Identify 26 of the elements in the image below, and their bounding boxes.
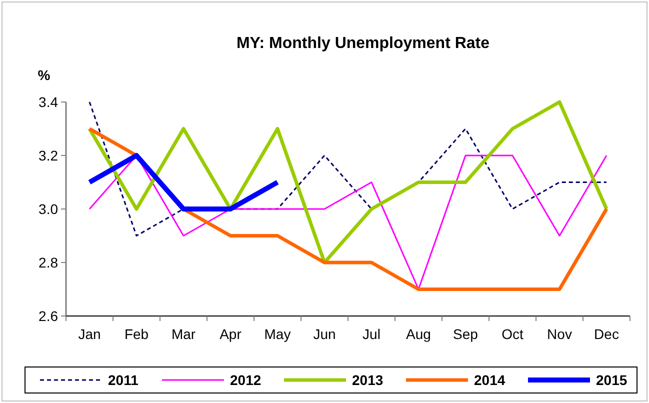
x-tick-label: Mar bbox=[171, 326, 196, 342]
x-tick-label: Jul bbox=[362, 326, 380, 342]
x-tick-label: Sep bbox=[453, 326, 478, 342]
x-tick-label: Aug bbox=[406, 326, 431, 342]
x-tick-label: Oct bbox=[502, 326, 524, 342]
line-series bbox=[88, 154, 608, 290]
x-tick-label: Feb bbox=[124, 326, 149, 342]
line-series bbox=[88, 100, 608, 264]
legend-label: 2015 bbox=[596, 372, 628, 388]
legend-label: 2012 bbox=[230, 372, 262, 388]
y-tick-label: 3.2 bbox=[38, 148, 58, 164]
x-tick-label: Dec bbox=[594, 326, 619, 342]
legend-label: 2011 bbox=[108, 372, 139, 388]
legend-label: 2013 bbox=[352, 372, 384, 388]
y-tick-label: 3.4 bbox=[38, 94, 58, 110]
y-tick-label: 2.8 bbox=[38, 254, 58, 270]
y-tick-label: 3.0 bbox=[38, 201, 58, 217]
x-tick-label: Apr bbox=[220, 326, 242, 342]
x-tick-label: Jun bbox=[313, 326, 336, 342]
x-tick-label: Jan bbox=[78, 326, 101, 342]
x-tick-label: Nov bbox=[547, 326, 572, 342]
chart-title: MY: Monthly Unemployment Rate bbox=[236, 35, 490, 52]
legend-label: 2014 bbox=[474, 372, 506, 388]
x-tick-label: May bbox=[264, 326, 291, 342]
y-axis-title: % bbox=[38, 67, 51, 83]
y-tick-label: 2.6 bbox=[38, 308, 58, 324]
